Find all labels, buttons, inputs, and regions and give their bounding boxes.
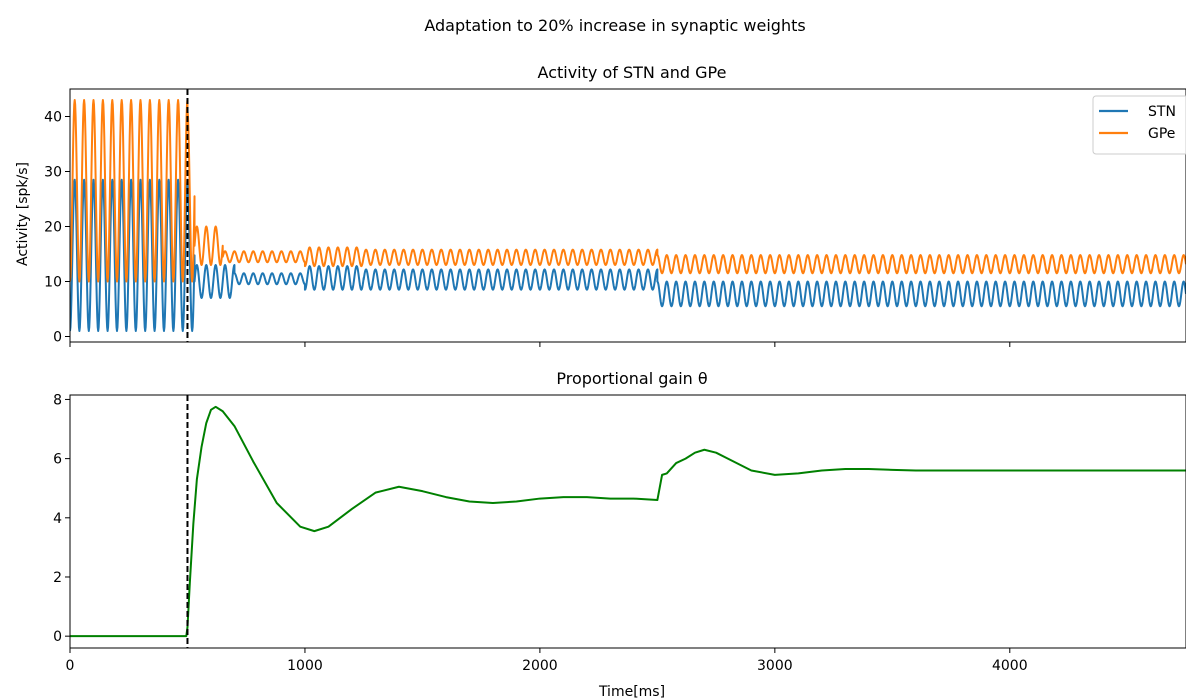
gain-y-tick-label: 8	[53, 392, 62, 408]
gain-x-tick-label: 1000	[287, 658, 323, 674]
activity-y-tick-label: 10	[44, 275, 62, 291]
activity-plot-area	[70, 89, 1186, 342]
activity-y-tick-label: 0	[53, 330, 62, 346]
gain-plot-area	[70, 395, 1186, 648]
gain-y-tick-label: 4	[53, 511, 62, 527]
gain-series-gain	[70, 405, 1186, 638]
activity-y-tick-label: 20	[44, 220, 62, 236]
gain-y-tick-label: 6	[53, 452, 62, 468]
gain-x-tick-label: 0	[66, 658, 75, 674]
gain-y-tick-label: 2	[53, 570, 62, 586]
legend: STN GPe	[1092, 95, 1186, 155]
activity-axis-ticks: 0 10 20 30 40	[44, 110, 1011, 347]
gain-y-tick-label: 0	[53, 629, 62, 645]
gain-plot-frame	[69, 394, 1186, 649]
activity-series-gpe	[70, 99, 1186, 283]
activity-panel-title: Activity of STN and GPe	[538, 63, 727, 82]
activity-plot-frame	[69, 88, 1186, 343]
legend-label-stn: STN	[1148, 104, 1176, 120]
gain-axis-ticks: 0 2 4 6 8 0 1000 2000 3000 4000	[53, 392, 1028, 674]
gain-x-axis-label: Time[ms]	[598, 684, 665, 700]
activity-panel: Activity of STN and GPe Activity [spk/s]…	[15, 63, 1186, 347]
gain-panel-title: Proportional gain θ	[556, 369, 707, 388]
gain-x-tick-label: 4000	[992, 658, 1028, 674]
activity-y-tick-label: 30	[44, 165, 62, 181]
gain-x-tick-label: 3000	[757, 658, 793, 674]
legend-label-gpe: GPe	[1148, 126, 1175, 142]
activity-y-tick-label: 40	[44, 110, 62, 126]
figure-suptitle: Adaptation to 20% increase in synaptic w…	[424, 16, 805, 35]
gain-panel: Proportional gain θ 0 2 4 6 8 0 1000 2000 3000 40…	[53, 369, 1186, 700]
activity-y-axis-label: Activity [spk/s]	[15, 162, 31, 266]
activity-series-stn	[70, 178, 1186, 332]
gain-x-tick-label: 2000	[522, 658, 558, 674]
